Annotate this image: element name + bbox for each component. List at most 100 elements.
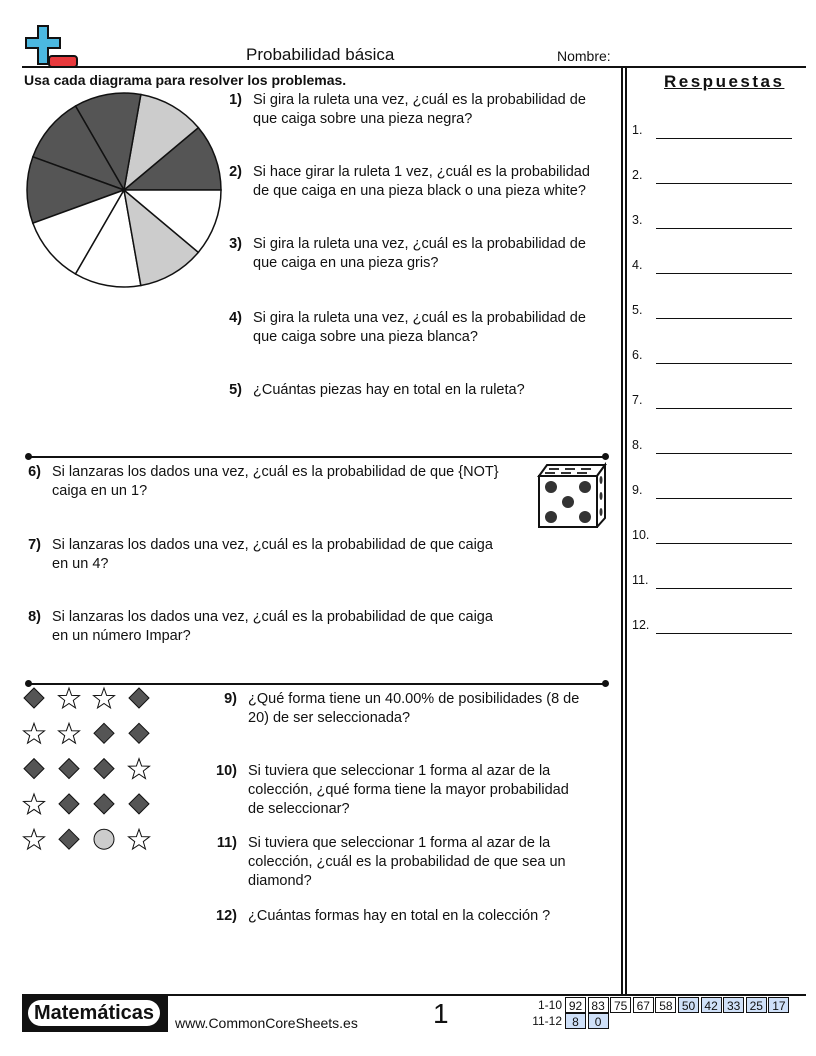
score-cell: 58	[655, 997, 677, 1013]
answer-label: 6.	[632, 348, 643, 362]
pie-slice-white	[74, 187, 142, 288]
diamond-shape	[93, 722, 115, 745]
question-number: 3)	[229, 236, 242, 252]
question-text: Si gira la ruleta una vez, ¿cuál es la p…	[253, 310, 586, 326]
pie-slice-black	[121, 126, 222, 191]
answer-label: 5.	[632, 303, 643, 317]
question-text: colección, ¿qué forma tiene la mayor pro…	[248, 782, 569, 798]
divider	[621, 67, 623, 995]
question-number: 8)	[28, 609, 41, 625]
question-number: 5)	[229, 382, 242, 398]
pie-slice-gray	[122, 188, 200, 287]
answer-blank-12[interactable]	[656, 633, 792, 634]
question-text: Si lanzaras los dados una vez, ¿cuál es …	[52, 537, 493, 553]
site-url: www.CommonCoreSheets.es	[175, 1015, 358, 1031]
question-number: 6)	[28, 464, 41, 480]
question-text: Si gira la ruleta una vez, ¿cuál es la p…	[253, 236, 586, 252]
answer-blank-6[interactable]	[656, 363, 792, 364]
answer-blank-4[interactable]	[656, 273, 792, 274]
answer-blank-9[interactable]	[656, 498, 792, 499]
question-number: 4)	[229, 310, 242, 326]
question-text: que caiga en una pieza gris?	[253, 255, 439, 271]
pie-slice-white	[31, 188, 126, 276]
answer-label: 1.	[632, 123, 643, 137]
diamond-shape	[128, 722, 150, 745]
question-text: en un número Impar?	[52, 628, 191, 644]
question-number: 9)	[224, 691, 237, 707]
question-text: Si tuviera que seleccionar 1 forma al az…	[248, 835, 551, 851]
score-cell: 0	[587, 1013, 609, 1029]
question-text: ¿Cuántas piezas hay en total en la rulet…	[253, 382, 525, 398]
question-text: de seleccionar?	[248, 801, 350, 817]
diamond-shape	[128, 687, 150, 709]
page-number: 1	[433, 998, 449, 1029]
score-cell: 75	[610, 997, 632, 1013]
answer-blank-5[interactable]	[656, 318, 792, 319]
shape-collection	[22, 686, 151, 851]
question-text: colección, ¿cuál es la probabilidad de q…	[248, 854, 566, 870]
question-number: 10)	[216, 763, 237, 779]
page-title: Probabilidad básica	[246, 45, 395, 64]
pie-slice-black	[26, 155, 127, 225]
star-shape	[22, 827, 46, 851]
diamond-shape	[23, 687, 45, 709]
question-text: Si hace girar la ruleta 1 vez, ¿cuál es …	[253, 164, 590, 180]
score-cell: 92	[565, 997, 586, 1013]
answer-blank-7[interactable]	[656, 408, 792, 409]
score-cell: 50	[678, 997, 699, 1013]
brand-badge: Matemáticas	[22, 996, 168, 1032]
footer-rule	[22, 994, 806, 996]
score-cell: 67	[632, 997, 654, 1013]
score-cell: 25	[745, 997, 767, 1013]
answer-blank-8[interactable]	[656, 453, 792, 454]
answer-label: 11.	[632, 573, 649, 587]
question-text: diamond?	[248, 873, 312, 889]
score-cell: 8	[565, 1013, 586, 1029]
pie-slice-black	[74, 92, 142, 193]
star-shape	[22, 721, 46, 745]
diamond-shape	[58, 828, 80, 850]
answer-blank-1[interactable]	[656, 138, 792, 139]
answer-label: 3.	[632, 213, 643, 227]
question-text: 20) de ser seleccionada?	[248, 710, 411, 726]
diamond-shape	[58, 757, 80, 780]
answer-blank-2[interactable]	[656, 183, 792, 184]
answer-blank-3[interactable]	[656, 228, 792, 229]
pie-slice-black	[31, 104, 126, 192]
question-text: que caiga sobre una pieza blanca?	[253, 329, 478, 345]
star-shape	[127, 757, 151, 780]
question-text: Si lanzaras los dados una vez, ¿cuál es …	[52, 464, 499, 480]
question-number: 11)	[216, 835, 237, 851]
question-text: en un 4?	[52, 556, 109, 572]
question-text: caiga en un 1?	[52, 483, 148, 499]
name-label: Nombre:	[557, 48, 611, 64]
star-shape	[92, 686, 116, 710]
star-shape	[127, 827, 151, 851]
score-cell: 33	[723, 997, 745, 1013]
question-number: 2)	[229, 164, 242, 180]
answer-label: 7.	[632, 393, 643, 407]
question-number: 1)	[229, 92, 242, 108]
spinner-pie	[26, 92, 222, 288]
score-row-label: 11-12	[532, 1014, 562, 1028]
brand-text: Matemáticas	[28, 1000, 160, 1026]
answer-blank-10[interactable]	[656, 543, 792, 544]
answer-label: 9.	[632, 483, 643, 497]
instructions: Usa cada diagrama para resolver los prob…	[24, 72, 347, 88]
diamond-shape	[93, 757, 115, 780]
answer-blank-11[interactable]	[656, 588, 792, 589]
diamond-shape	[93, 793, 115, 815]
question-text: Si tuviera que seleccionar 1 forma al az…	[248, 763, 551, 779]
answers-title: Respuestas	[664, 72, 785, 91]
diamond-shape	[58, 793, 80, 815]
question-number: 12)	[216, 908, 237, 924]
question-text: que caiga sobre una pieza negra?	[253, 111, 473, 127]
question-text: de que caiga en una pieza black o una pi…	[253, 183, 586, 199]
star-shape	[57, 721, 81, 745]
section-separator	[25, 453, 609, 460]
star-shape	[22, 792, 46, 815]
answer-label: 4.	[632, 258, 643, 272]
question-text: Si gira la ruleta una vez, ¿cuál es la p…	[253, 92, 586, 108]
star-shape	[57, 686, 81, 710]
pie-slice-gray	[122, 93, 200, 192]
